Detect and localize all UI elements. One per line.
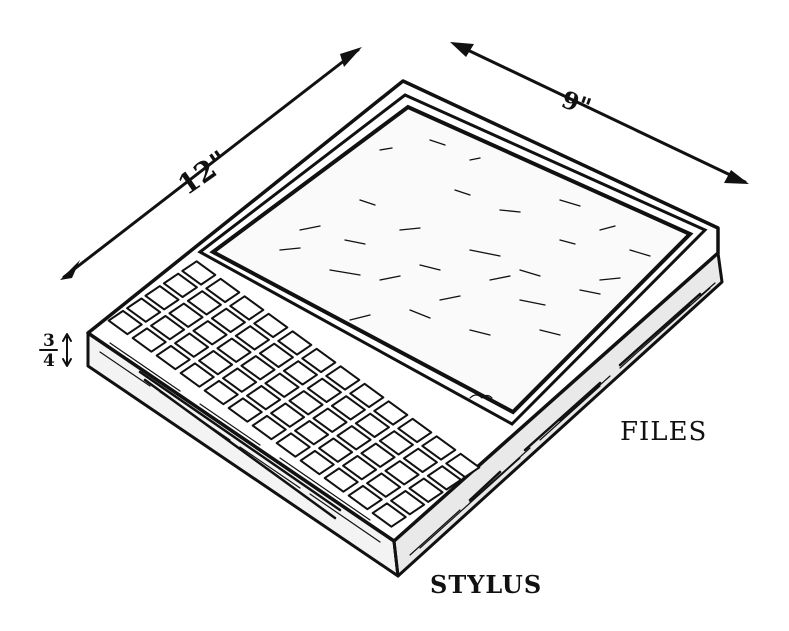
keyboard-key [222,367,258,393]
keyboard-key [174,332,210,358]
keyboard-key [270,402,306,428]
keyboard-key [325,365,361,391]
keyboard-key [253,312,289,339]
keyboard-key [186,290,222,316]
keyboard-key [390,489,426,516]
keyboard-key [336,425,372,451]
keyboard-key [354,412,390,439]
thickness-numerator: 3 [43,331,55,351]
thickness-denominator: 4 [43,351,55,371]
keyboard-key [131,327,167,353]
dimension-12in [60,47,362,280]
keyboard-key [347,484,383,511]
keyboard-key [198,349,234,376]
keyboard-key [246,384,282,411]
stylus-label: STYLUS [430,570,542,599]
keyboard-key [294,419,330,446]
display-screen [197,93,708,426]
keyboard-key [229,295,265,321]
keyboard-key [366,472,402,498]
keyboard-key [192,320,228,346]
keyboard-key [373,400,409,426]
arrow-head-top-left [450,42,474,57]
keyboard-key [342,454,378,481]
keyboard-key [371,502,407,528]
keyboard-key [312,407,348,433]
keyboard-key [378,430,414,456]
keyboard-key [107,309,143,336]
keyboard-key [258,342,294,369]
keyboard-key [205,277,241,304]
keyboard-key [210,307,246,334]
keyboard-key [318,437,354,463]
keyboard-key [277,330,313,356]
keyboard-key [299,449,335,476]
keyboard-key [275,432,311,458]
keyboard-key [397,417,433,444]
arrow-head-top-right [340,47,362,67]
keyboard-key [181,260,217,286]
keyboard-key [421,435,457,461]
keyboard-key [323,467,359,493]
keyboard-key [251,414,287,441]
keyboard-key [168,302,204,328]
keyboard-key [360,442,396,468]
keyboard-key [402,447,438,474]
keyboard-key [162,272,198,299]
dimension-9in [450,42,749,184]
keyboard-key [227,397,263,423]
keyboard-key [426,465,462,491]
keyboard-key [179,362,215,388]
width-label: 9" [558,84,595,121]
files-label: FILES [620,417,707,447]
keyboard-key [216,337,252,363]
keyboard-key [408,477,444,503]
screen-bezel [197,93,708,426]
keyboard-key [144,285,180,311]
keyboard [107,260,481,528]
screen-glass [209,104,694,415]
keyboard-key [203,379,239,406]
keyboard-key [240,355,276,381]
arrow-head-bottom-left [60,260,80,280]
keyboard-key [330,395,366,421]
keyboard-key [349,382,385,409]
arrow-head-bottom-right [724,170,749,184]
keyboard-key [306,377,342,404]
keyboard-key [150,314,186,341]
keyboard-key [155,344,191,371]
keyboard-key [445,452,481,479]
keyboard-key [264,372,300,398]
keyboard-key [384,460,420,486]
keyboard-key [288,390,324,416]
keyboard-key [301,347,337,374]
keyboard-key [126,297,162,323]
dimension-thickness [39,333,72,367]
keyboard-key [282,360,318,386]
keyboard-key [234,325,270,351]
